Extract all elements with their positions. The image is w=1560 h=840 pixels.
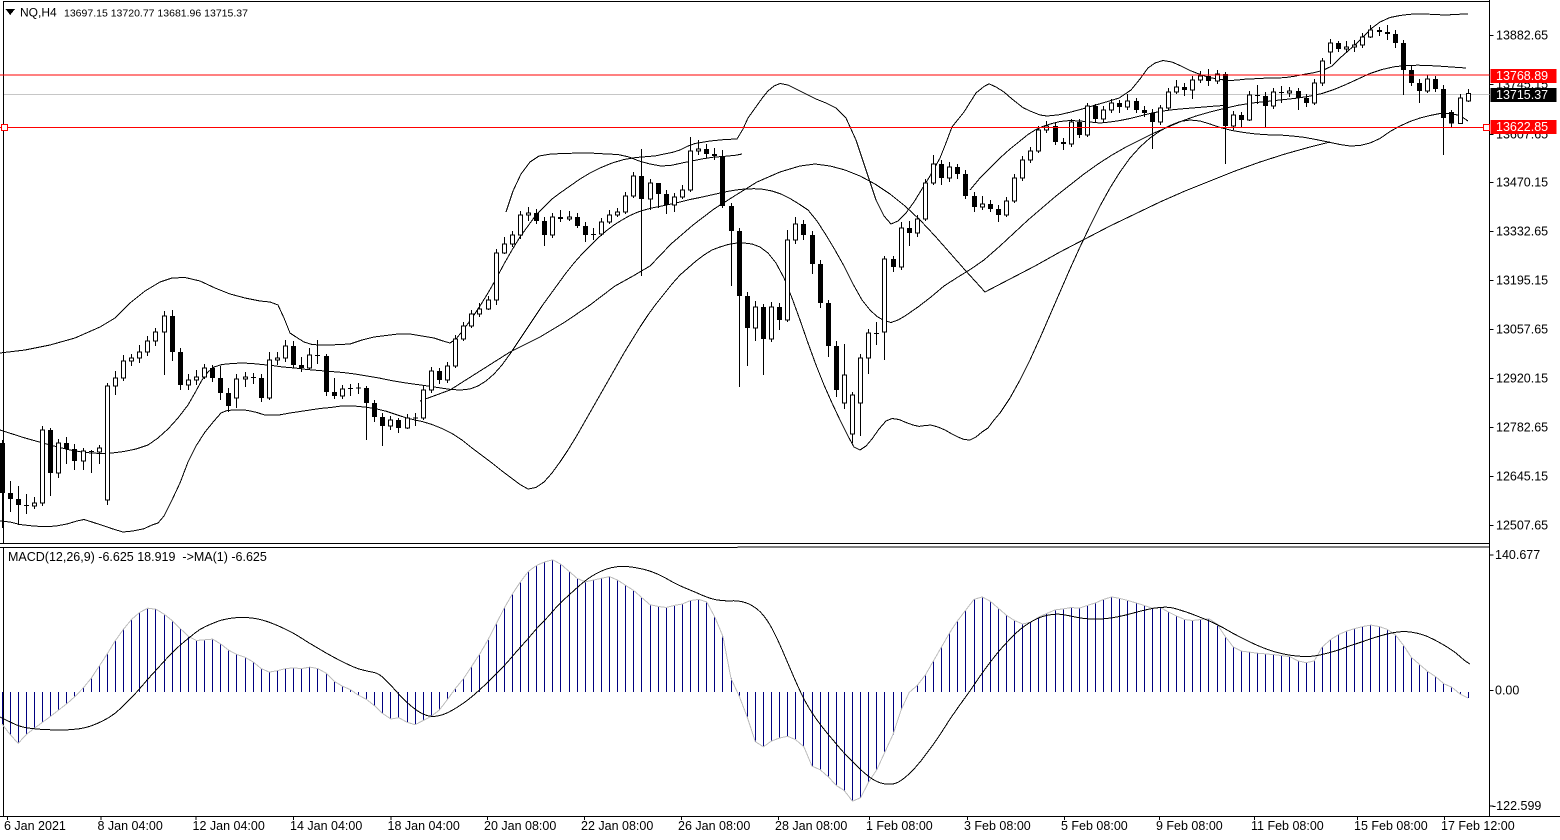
svg-text:26 Jan 08:00: 26 Jan 08:00 <box>678 819 750 833</box>
svg-text:14 Jan 04:00: 14 Jan 04:00 <box>290 819 362 833</box>
svg-text:9 Feb 08:00: 9 Feb 08:00 <box>1156 819 1223 833</box>
svg-text:15 Feb 08:00: 15 Feb 08:00 <box>1354 819 1428 833</box>
svg-text:12920.15: 12920.15 <box>1496 372 1548 386</box>
svg-text:12507.65: 12507.65 <box>1496 518 1548 532</box>
svg-text:18 Jan 04:00: 18 Jan 04:00 <box>388 819 460 833</box>
svg-text:3 Feb 08:00: 3 Feb 08:00 <box>964 819 1031 833</box>
svg-text:13470.15: 13470.15 <box>1496 176 1548 190</box>
svg-text:12 Jan 04:00: 12 Jan 04:00 <box>193 819 265 833</box>
svg-text:MACD(12,26,9) -6.625 18.919 -: MACD(12,26,9) -6.625 18.919 ->MA(1) -6.6… <box>8 550 267 564</box>
svg-text:13882.65: 13882.65 <box>1496 28 1548 42</box>
svg-text:28 Jan 08:00: 28 Jan 08:00 <box>775 819 847 833</box>
svg-text:13697.15 13720.77 13681.96 137: 13697.15 13720.77 13681.96 13715.37 <box>64 8 248 20</box>
svg-text:13057.65: 13057.65 <box>1496 323 1548 337</box>
svg-text:13622.85: 13622.85 <box>1496 120 1548 134</box>
svg-text:6 Jan 2021: 6 Jan 2021 <box>4 819 66 833</box>
svg-text:13715.37: 13715.37 <box>1496 88 1548 102</box>
svg-text:22 Jan 08:00: 22 Jan 08:00 <box>581 819 653 833</box>
svg-text:13332.65: 13332.65 <box>1496 225 1548 239</box>
svg-text:NQ,H4: NQ,H4 <box>20 6 57 20</box>
svg-text:8 Jan 04:00: 8 Jan 04:00 <box>98 819 163 833</box>
svg-text:140.677: 140.677 <box>1495 548 1540 562</box>
svg-text:5 Feb 08:00: 5 Feb 08:00 <box>1061 819 1128 833</box>
svg-text:17 Feb 12:00: 17 Feb 12:00 <box>1441 819 1515 833</box>
svg-text:1 Feb 08:00: 1 Feb 08:00 <box>866 819 933 833</box>
svg-text:-122.599: -122.599 <box>1492 799 1541 813</box>
svg-text:11 Feb 08:00: 11 Feb 08:00 <box>1251 819 1324 833</box>
svg-text:20 Jan 08:00: 20 Jan 08:00 <box>484 819 556 833</box>
svg-text:12782.65: 12782.65 <box>1496 421 1548 435</box>
svg-text:13768.89: 13768.89 <box>1496 69 1548 83</box>
svg-text:13195.15: 13195.15 <box>1496 274 1548 288</box>
svg-text:0.00: 0.00 <box>1495 683 1519 697</box>
svg-text:12645.15: 12645.15 <box>1496 470 1548 484</box>
